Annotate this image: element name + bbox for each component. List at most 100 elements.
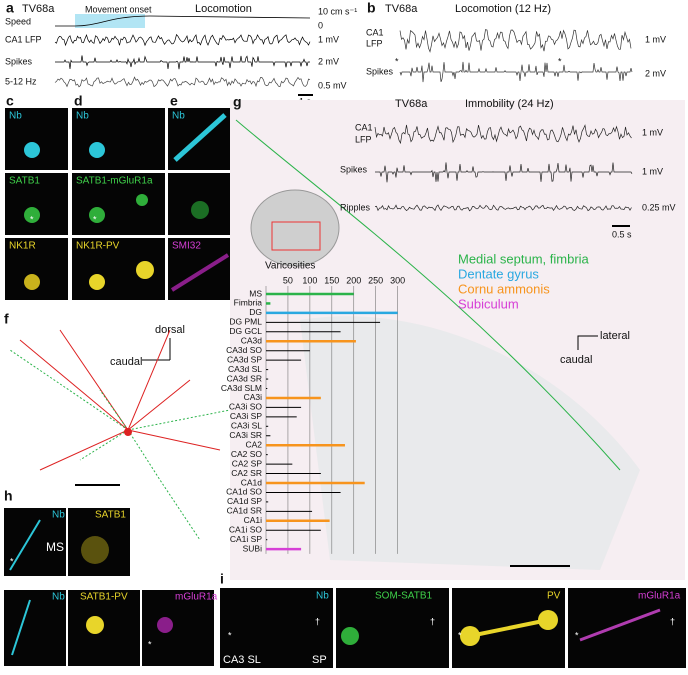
onset: Movement onset: [85, 4, 152, 14]
marker: *: [575, 630, 579, 640]
panel-label: g: [233, 94, 242, 110]
scale: 0.5 mV: [318, 80, 347, 90]
y-tick-label: CA3d: [241, 336, 263, 346]
y-tick-label: CA3d SL: [228, 364, 262, 374]
direction: dorsal: [155, 324, 185, 336]
axon: [235, 119, 621, 471]
x-tick-label: 150: [324, 275, 339, 285]
marker: *: [558, 56, 562, 66]
scale: 1 mV: [642, 127, 663, 137]
animal: TV68a: [22, 3, 55, 15]
trace-label: CA1: [355, 122, 373, 132]
scale: 1 mV: [318, 34, 339, 44]
state: Locomotion (12 Hz): [455, 3, 551, 15]
marker: *: [93, 214, 97, 224]
animal: TV68a: [395, 98, 428, 110]
panel-label: b: [367, 0, 376, 16]
scale: 2 mV: [318, 56, 339, 66]
y-tick-label: CA3d SP: [227, 354, 262, 364]
channel: Nb: [52, 510, 65, 521]
axis-arrow: [142, 338, 171, 361]
y-tick-label: CA3d SLM: [221, 383, 262, 393]
y-tick-label: DG: [249, 307, 262, 317]
trace: [374, 204, 632, 212]
channel: PV: [547, 591, 561, 602]
state: Immobility (24 Hz): [465, 98, 554, 110]
time-scale: 0.5 s: [612, 229, 632, 239]
panel-label: e: [170, 93, 178, 109]
trace: [374, 124, 632, 145]
dagger: †: [315, 616, 320, 626]
trace: [399, 29, 632, 53]
channel: SATB1-PV: [80, 592, 128, 603]
trace-label: 5-12 Hz: [5, 76, 37, 86]
y-tick-label: CA1i SP: [230, 534, 262, 544]
channel: Nb: [76, 111, 89, 122]
scale: 2 mV: [645, 68, 666, 78]
legend: Medial septum, fimbria: [458, 251, 590, 266]
panel-label: i: [220, 571, 224, 587]
direction: caudal: [560, 354, 592, 366]
y-tick-label: CA1d SR: [227, 506, 262, 516]
y-tick-label: CA3d SR: [227, 373, 262, 383]
y-tick-label: DG PML: [229, 317, 262, 327]
y-tick-label: CA1d SO: [226, 487, 262, 497]
y-tick-label: Fimbria: [234, 298, 263, 308]
trace: [54, 76, 311, 88]
micrographs: [4, 508, 214, 666]
roi: [271, 221, 321, 251]
marker: *: [395, 56, 399, 66]
region: MS: [46, 540, 64, 554]
channel: SOM-SATB1: [375, 591, 432, 602]
y-tick-label: CA1i: [244, 515, 263, 525]
trace: [375, 162, 633, 183]
trace: [55, 55, 310, 70]
trace-label: CA1: [366, 27, 384, 37]
hippocampus-outline: [300, 316, 640, 570]
marker: *: [30, 214, 34, 224]
legend: Cornu ammonis: [458, 281, 550, 296]
channel: NK1R-PV: [76, 241, 120, 252]
y-tick-label: SUBi: [243, 543, 262, 553]
legend: Dentate gyrus: [458, 266, 539, 281]
scale: 1 mV: [642, 166, 663, 176]
x-tick-label: 300: [390, 275, 405, 285]
y-tick-label: MS: [249, 288, 262, 298]
panel-label: c: [6, 93, 14, 109]
y-tick-label: CA1i SO: [229, 525, 262, 535]
y-tick-label: CA3i SP: [230, 411, 262, 421]
trace-label: Spikes: [5, 56, 33, 66]
trace: [55, 15, 311, 27]
legend: Subiculum: [458, 296, 519, 311]
layer: CA3 SL: [223, 654, 261, 666]
channel: Nb: [9, 111, 22, 122]
y-tick-label: CA2 SR: [231, 468, 262, 478]
channel: mGluR1a: [175, 592, 218, 603]
trace-label: LFP: [366, 38, 383, 48]
y-tick-label: CA2 SO: [231, 449, 263, 459]
panel-label: h: [4, 488, 13, 504]
x-tick-label: 100: [302, 275, 317, 285]
channel: SATB1: [9, 176, 40, 187]
trace-label: LFP: [355, 134, 372, 144]
y-tick-label: CA3d SO: [226, 345, 262, 355]
channel: Nb: [172, 111, 185, 122]
trace-label: Spikes: [340, 164, 368, 174]
dagger: †: [430, 616, 435, 626]
channel: SATB1: [95, 510, 126, 521]
y-tick-label: CA1d: [241, 477, 263, 487]
dagger: †: [670, 616, 675, 626]
x-tick-label: 200: [346, 275, 361, 285]
layer: SP: [312, 654, 327, 666]
y-tick-label: DG GCL: [229, 326, 262, 336]
trace-label: Ripples: [340, 202, 371, 212]
micrographs: [5, 108, 230, 300]
x-tick-label: 250: [368, 275, 383, 285]
y-tick-label: CA2: [245, 439, 262, 449]
channel: NK1R: [9, 241, 36, 252]
y-tick-label: CA3i SR: [229, 430, 262, 440]
panel-label: d: [74, 93, 83, 109]
x-tick-label: 50: [283, 275, 293, 285]
trace-label: CA1 LFP: [5, 34, 42, 44]
